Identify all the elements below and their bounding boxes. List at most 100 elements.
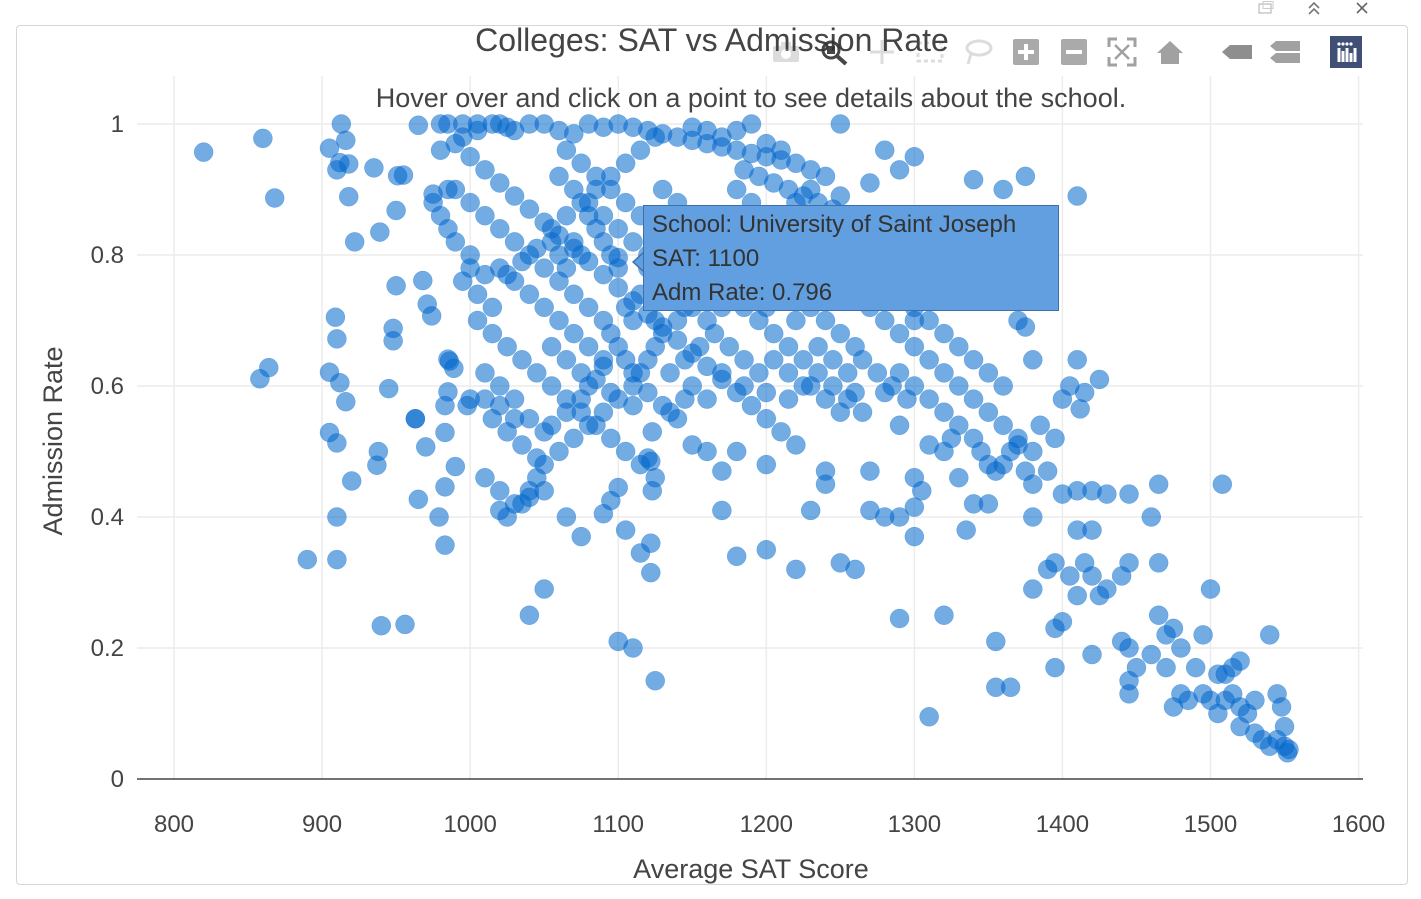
data-point[interactable] [1097,579,1117,599]
data-point[interactable] [800,500,821,521]
data-point[interactable] [645,671,665,691]
data-point[interactable] [386,276,406,296]
data-point[interactable] [1045,657,1065,678]
data-point[interactable] [1060,566,1080,586]
data-point[interactable] [874,310,895,331]
data-point[interactable] [497,336,517,357]
data-point[interactable] [897,389,917,409]
data-point[interactable] [475,160,495,180]
data-point[interactable] [549,310,569,331]
data-point[interactable] [978,402,999,422]
data-point[interactable] [460,192,480,213]
zoom-in-icon[interactable] [1010,38,1042,66]
data-point[interactable] [297,549,318,570]
data-point[interactable] [645,127,665,147]
data-point[interactable] [823,350,843,370]
data-point[interactable] [556,402,577,422]
data-point[interactable] [904,336,925,357]
data-point[interactable] [874,140,895,160]
data-point[interactable] [963,169,984,190]
data-point[interactable] [571,526,591,547]
data-point[interactable] [675,389,695,409]
data-point[interactable] [1212,474,1233,494]
data-point[interactable] [327,329,347,349]
data-point[interactable] [423,192,443,213]
data-point[interactable] [325,307,346,327]
data-point[interactable] [504,409,525,429]
data-point[interactable] [370,222,390,242]
data-point[interactable] [852,350,873,370]
data-point[interactable] [815,310,836,331]
data-point[interactable] [934,402,954,422]
data-point[interactable] [193,142,214,162]
data-point[interactable] [830,323,851,344]
data-point[interactable] [623,638,643,658]
data-point[interactable] [556,140,577,160]
data-point[interactable] [578,336,599,357]
data-point[interactable] [904,147,925,167]
data-point[interactable] [408,115,429,136]
data-point[interactable] [512,251,532,272]
data-point[interactable] [904,467,925,488]
data-point[interactable] [1023,579,1043,599]
resize-icon[interactable] [1255,0,1277,16]
data-point[interactable] [1156,657,1176,678]
data-point[interactable] [1015,166,1036,187]
data-point[interactable] [564,428,584,449]
data-point[interactable] [756,382,777,403]
data-point[interactable] [867,363,888,383]
data-point[interactable] [467,310,488,331]
data-point[interactable] [549,441,569,462]
data-point[interactable] [949,376,969,396]
data-point[interactable] [615,441,636,462]
data-point[interactable] [408,489,429,510]
data-point[interactable] [1015,317,1036,337]
data-point[interactable] [490,258,510,278]
pan-icon[interactable] [866,38,898,66]
data-point[interactable] [963,350,984,370]
data-point[interactable] [534,579,554,599]
data-point[interactable] [1148,553,1169,573]
data-point[interactable] [519,199,540,219]
data-point[interactable] [719,336,740,357]
data-point[interactable] [1082,520,1102,540]
data-point[interactable] [963,494,984,514]
data-point[interactable] [467,284,488,305]
data-point[interactable] [578,205,599,226]
data-point[interactable] [512,350,532,370]
data-point[interactable] [405,409,426,429]
data-point[interactable] [726,179,747,200]
data-point[interactable] [571,363,591,383]
data-point[interactable] [438,179,458,200]
data-point[interactable] [330,372,350,393]
data-point[interactable] [1119,684,1139,704]
data-point[interactable] [786,559,806,580]
data-point[interactable] [1274,716,1295,737]
data-point[interactable] [734,350,754,370]
data-point[interactable] [786,310,806,331]
data-point[interactable] [786,435,806,455]
data-point[interactable] [860,461,880,481]
data-point[interactable] [641,562,661,583]
data-point[interactable] [1126,657,1147,678]
data-point[interactable] [413,270,433,291]
data-point[interactable] [578,297,599,318]
data-point[interactable] [1000,677,1021,698]
data-point[interactable] [601,428,621,449]
data-point[interactable] [336,391,356,412]
data-point[interactable] [642,481,663,501]
plotly-logo-icon[interactable] [1330,36,1362,68]
data-point[interactable] [837,363,858,383]
data-point[interactable] [344,232,365,252]
data-point[interactable] [527,448,547,468]
data-point[interactable] [641,533,661,553]
data-point[interactable] [830,114,851,134]
data-point[interactable] [490,500,510,521]
data-point[interactable] [378,378,399,399]
data-point[interactable] [1082,644,1102,665]
data-point[interactable] [564,179,584,200]
data-point[interactable] [444,358,464,379]
data-point[interactable] [756,540,777,560]
data-point[interactable] [1200,579,1221,599]
data-point[interactable] [689,336,710,357]
